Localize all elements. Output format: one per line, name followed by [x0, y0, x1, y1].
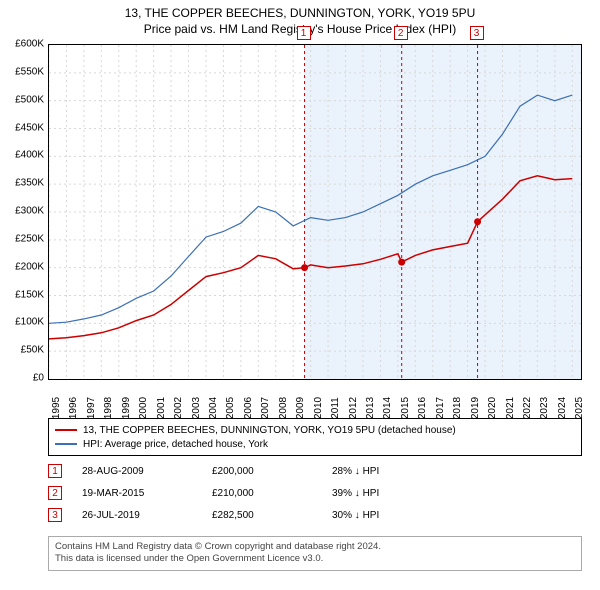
- y-tick-label: £500K: [4, 94, 44, 105]
- x-tick-label: 1996: [68, 397, 79, 419]
- sale-row-marker: 1: [48, 464, 62, 478]
- y-tick-label: £150K: [4, 289, 44, 300]
- x-tick-label: 2012: [348, 397, 359, 419]
- sale-price: £210,000: [212, 488, 332, 499]
- y-tick-label: £350K: [4, 178, 44, 189]
- x-tick-label: 2010: [313, 397, 324, 419]
- x-tick-label: 1995: [51, 397, 62, 419]
- y-tick-label: £200K: [4, 261, 44, 272]
- x-tick-label: 2013: [365, 397, 376, 419]
- sale-row: 219-MAR-2015£210,00039% ↓ HPI: [48, 482, 582, 504]
- sales-table: 128-AUG-2009£200,00028% ↓ HPI219-MAR-201…: [48, 460, 582, 526]
- y-tick-label: £450K: [4, 122, 44, 133]
- legend-row: 13, THE COPPER BEECHES, DUNNINGTON, YORK…: [55, 423, 575, 437]
- x-tick-label: 2002: [173, 397, 184, 419]
- legend-row: HPI: Average price, detached house, York: [55, 437, 575, 451]
- sale-hpi-diff: 28% ↓ HPI: [332, 466, 472, 477]
- x-tick-label: 2020: [487, 397, 498, 419]
- x-tick-label: 2011: [330, 397, 341, 419]
- x-tick-label: 1998: [103, 397, 114, 419]
- x-tick-label: 2006: [243, 397, 254, 419]
- chart-container: 13, THE COPPER BEECHES, DUNNINGTON, YORK…: [0, 0, 600, 590]
- x-tick-label: 2025: [574, 397, 585, 419]
- attribution-line-2: This data is licensed under the Open Gov…: [55, 553, 575, 565]
- x-tick-label: 2000: [138, 397, 149, 419]
- x-tick-label: 2018: [452, 397, 463, 419]
- x-tick-label: 2024: [557, 397, 568, 419]
- sale-marker-3: 3: [470, 26, 484, 40]
- sale-marker-1: 1: [297, 26, 311, 40]
- sale-row-marker: 2: [48, 486, 62, 500]
- legend-swatch: [55, 443, 77, 445]
- x-tick-label: 2022: [522, 397, 533, 419]
- y-tick-label: £300K: [4, 206, 44, 217]
- y-tick-label: £250K: [4, 233, 44, 244]
- y-tick-label: £100K: [4, 317, 44, 328]
- x-tick-label: 2016: [417, 397, 428, 419]
- legend-box: 13, THE COPPER BEECHES, DUNNINGTON, YORK…: [48, 418, 582, 456]
- sale-hpi-diff: 30% ↓ HPI: [332, 510, 472, 521]
- sale-row: 128-AUG-2009£200,00028% ↓ HPI: [48, 460, 582, 482]
- sale-date: 28-AUG-2009: [62, 466, 212, 477]
- x-tick-label: 2023: [539, 397, 550, 419]
- x-tick-label: 2009: [295, 397, 306, 419]
- x-tick-label: 1999: [121, 397, 132, 419]
- x-tick-label: 2014: [382, 397, 393, 419]
- y-tick-label: £50K: [4, 345, 44, 356]
- y-tick-label: £0: [4, 373, 44, 384]
- x-tick-label: 2001: [156, 397, 167, 419]
- y-tick-label: £400K: [4, 150, 44, 161]
- sale-date: 19-MAR-2015: [62, 488, 212, 499]
- sale-row-marker: 3: [48, 508, 62, 522]
- x-tick-label: 2005: [225, 397, 236, 419]
- sale-hpi-diff: 39% ↓ HPI: [332, 488, 472, 499]
- x-tick-label: 1997: [86, 397, 97, 419]
- x-tick-label: 2021: [505, 397, 516, 419]
- x-tick-label: 2007: [260, 397, 271, 419]
- y-tick-label: £600K: [4, 39, 44, 50]
- x-tick-label: 2004: [208, 397, 219, 419]
- x-tick-label: 2003: [191, 397, 202, 419]
- title-line-1: 13, THE COPPER BEECHES, DUNNINGTON, YORK…: [0, 6, 600, 20]
- attribution-line-1: Contains HM Land Registry data © Crown c…: [55, 541, 575, 553]
- legend-label: 13, THE COPPER BEECHES, DUNNINGTON, YORK…: [83, 425, 456, 436]
- sale-marker-2: 2: [394, 26, 408, 40]
- y-tick-label: £550K: [4, 66, 44, 77]
- legend-swatch: [55, 429, 77, 431]
- sale-price: £282,500: [212, 510, 332, 521]
- x-tick-label: 2019: [470, 397, 481, 419]
- sale-price: £200,000: [212, 466, 332, 477]
- attribution-box: Contains HM Land Registry data © Crown c…: [48, 536, 582, 571]
- chart-svg: [49, 45, 581, 379]
- legend-label: HPI: Average price, detached house, York: [83, 439, 268, 450]
- x-tick-label: 2015: [400, 397, 411, 419]
- x-tick-label: 2017: [435, 397, 446, 419]
- x-tick-label: 2008: [278, 397, 289, 419]
- chart-plot-area: [48, 44, 582, 380]
- sale-date: 26-JUL-2019: [62, 510, 212, 521]
- sale-row: 326-JUL-2019£282,50030% ↓ HPI: [48, 504, 582, 526]
